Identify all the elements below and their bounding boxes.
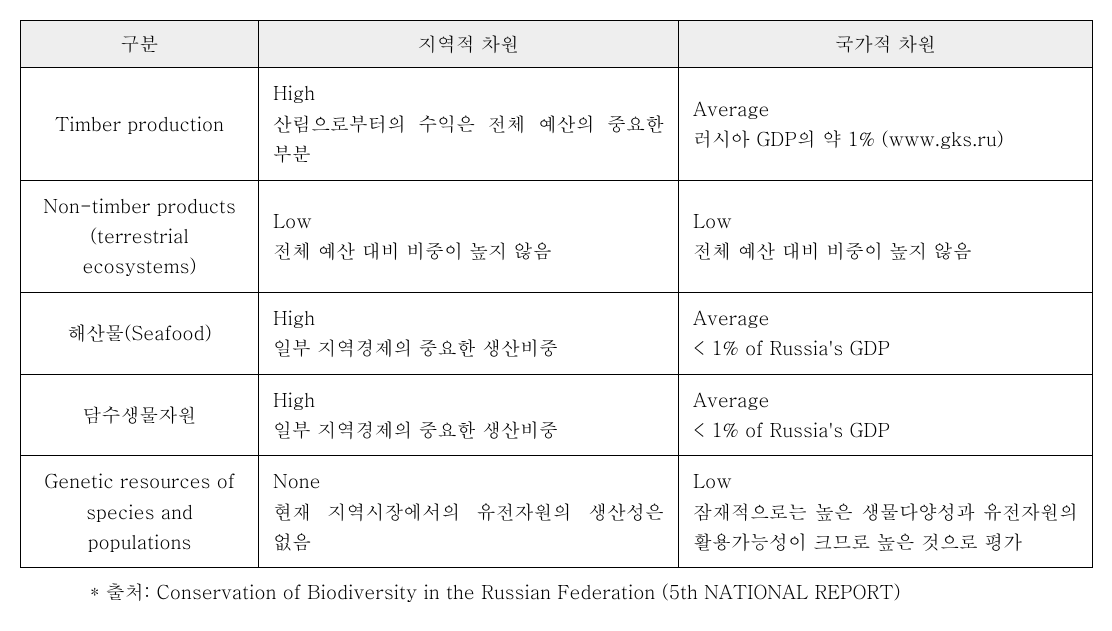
regional-level: High <box>273 385 664 415</box>
source-text: Conservation of Biodiversity in the Russ… <box>156 578 900 605</box>
national-desc: 러시아 GDP의 약 1% (www.gks.ru) <box>693 124 1078 154</box>
table-row: 담수생물자원 High 일부 지역경제의 중요한 생산비중 Average < … <box>21 374 1093 456</box>
regional-desc: 일부 지역경제의 중요한 생산비중 <box>273 333 664 363</box>
row-regional: High 산림으로부터의 수익은 전체 예산의 중요한 부분 <box>259 68 679 180</box>
row-label: 해산물(Seafood) <box>21 292 259 374</box>
table-row: Non-timber products (terrestrial ecosyst… <box>21 180 1093 292</box>
table-row: 해산물(Seafood) High 일부 지역경제의 중요한 생산비중 Aver… <box>21 292 1093 374</box>
header-regional: 지역적 차원 <box>259 21 679 68</box>
header-national: 국가적 차원 <box>679 21 1093 68</box>
table-row: Timber production High 산림으로부터의 수익은 전체 예산… <box>21 68 1093 180</box>
row-regional: High 일부 지역경제의 중요한 생산비중 <box>259 292 679 374</box>
regional-desc: 현재 지역시장에서의 유전자원의 생산성은 없음 <box>273 497 664 558</box>
regional-level: None <box>273 466 664 496</box>
regional-level: High <box>273 303 664 333</box>
table-header-row: 구분 지역적 차원 국가적 차원 <box>21 21 1093 68</box>
regional-desc: 산림으로부터의 수익은 전체 예산의 중요한 부분 <box>273 109 664 170</box>
national-desc: 잠재적으로는 높은 생물다양성과 유전자원의 활용가능성이 크므로 높은 것으로… <box>693 497 1078 558</box>
national-level: Average <box>693 303 1078 333</box>
row-national: Average 러시아 GDP의 약 1% (www.gks.ru) <box>679 68 1093 180</box>
row-label: Timber production <box>21 68 259 180</box>
header-category: 구분 <box>21 21 259 68</box>
row-label: Non-timber products (terrestrial ecosyst… <box>21 180 259 292</box>
row-national: Low 전체 예산 대비 비중이 높지 않음 <box>679 180 1093 292</box>
row-label: 담수생물자원 <box>21 374 259 456</box>
row-national: Average < 1% of Russia's GDP <box>679 292 1093 374</box>
biodiversity-table: 구분 지역적 차원 국가적 차원 Timber production High … <box>20 20 1093 568</box>
row-national: Low 잠재적으로는 높은 생물다양성과 유전자원의 활용가능성이 크므로 높은… <box>679 456 1093 568</box>
national-level: Average <box>693 385 1078 415</box>
row-label: Genetic resources of species and populat… <box>21 456 259 568</box>
regional-desc: 일부 지역경제의 중요한 생산비중 <box>273 415 664 445</box>
national-level: Low <box>693 466 1078 496</box>
national-level: Low <box>693 206 1078 236</box>
regional-level: High <box>273 78 664 108</box>
source-prefix: * 출처: <box>90 578 156 605</box>
regional-desc: 전체 예산 대비 비중이 높지 않음 <box>273 236 664 266</box>
row-regional: High 일부 지역경제의 중요한 생산비중 <box>259 374 679 456</box>
table-row: Genetic resources of species and populat… <box>21 456 1093 568</box>
national-desc: < 1% of Russia's GDP <box>693 333 1078 363</box>
table-body: Timber production High 산림으로부터의 수익은 전체 예산… <box>21 68 1093 568</box>
regional-level: Low <box>273 206 664 236</box>
national-desc: < 1% of Russia's GDP <box>693 415 1078 445</box>
row-regional: Low 전체 예산 대비 비중이 높지 않음 <box>259 180 679 292</box>
row-regional: None 현재 지역시장에서의 유전자원의 생산성은 없음 <box>259 456 679 568</box>
national-level: Average <box>693 94 1078 124</box>
row-national: Average < 1% of Russia's GDP <box>679 374 1093 456</box>
national-desc: 전체 예산 대비 비중이 높지 않음 <box>693 236 1078 266</box>
source-note: * 출처: Conservation of Biodiversity in th… <box>20 578 1092 607</box>
